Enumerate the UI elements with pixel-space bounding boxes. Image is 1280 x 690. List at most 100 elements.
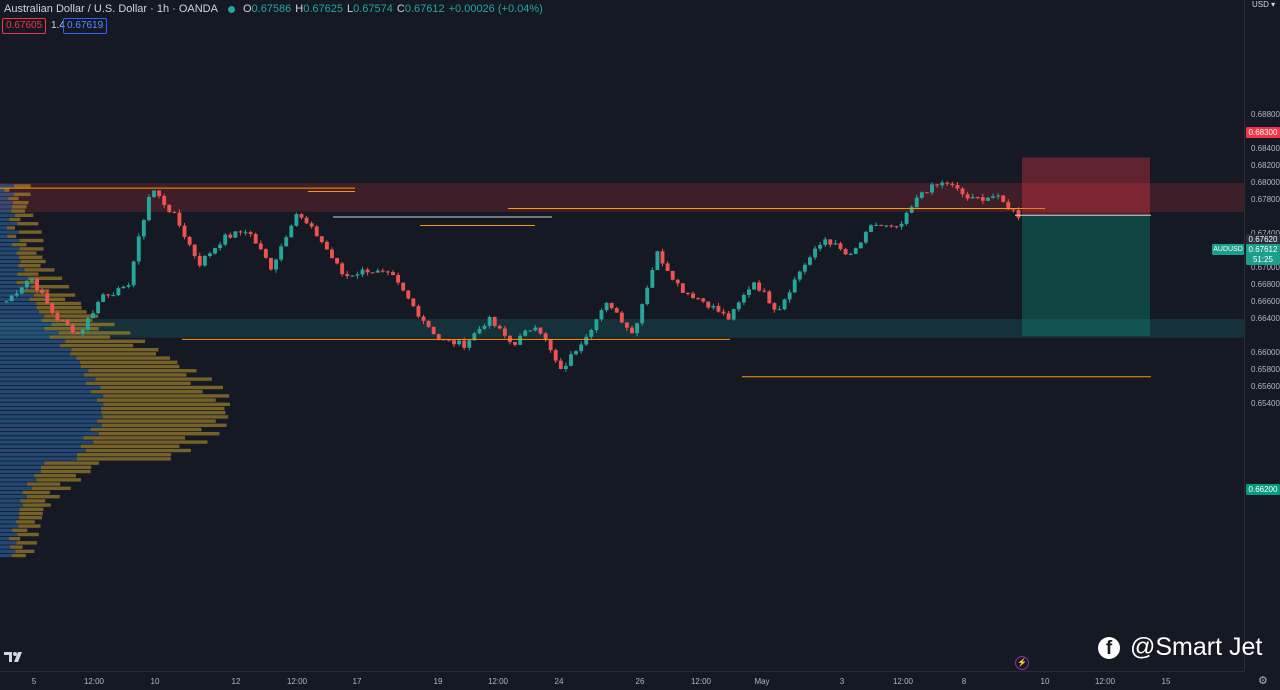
candle-body: [208, 253, 212, 256]
candle-body: [76, 333, 80, 334]
candle-body: [574, 351, 578, 354]
time-tick-label: 17: [353, 677, 362, 686]
candle-body: [528, 330, 532, 331]
volume-profile-row: [0, 382, 86, 385]
candle-body: [991, 196, 995, 198]
candle-body: [203, 256, 207, 266]
volume-profile-row: [7, 235, 16, 238]
volume-profile-row: [8, 197, 18, 200]
candle-body: [686, 293, 690, 294]
volume-profile-row: [0, 424, 102, 427]
candle-body: [488, 317, 492, 326]
time-tick-label: 12:00: [691, 677, 711, 686]
lightning-icon[interactable]: ⚡: [1015, 656, 1029, 670]
candle-body: [798, 272, 802, 280]
time-tick-label: 12: [232, 677, 241, 686]
candle-body: [183, 226, 187, 237]
price-tick-label: 0.66800: [1251, 280, 1280, 289]
candle-body: [147, 197, 151, 220]
volume-profile-row: [88, 369, 196, 372]
volume-profile-row: [0, 512, 19, 515]
volume-profile-row: [102, 424, 227, 427]
candle-body: [305, 218, 309, 224]
volume-profile-row: [0, 327, 44, 330]
volume-profile-row: [0, 344, 60, 347]
candle-body: [381, 271, 385, 272]
volume-profile-row: [103, 394, 229, 397]
candle-body: [279, 246, 283, 259]
volume-profile-row: [0, 298, 29, 301]
volume-profile-row: [20, 247, 44, 250]
price-axis[interactable]: USD ▾ 0.688000.686000.684000.682000.6800…: [1244, 0, 1280, 671]
buy-button[interactable]: 0.67619: [63, 18, 107, 34]
volume-profile-row: [93, 440, 207, 443]
candle-body: [233, 231, 237, 237]
price-tick-label: 0.68000: [1251, 178, 1280, 187]
volume-profile-row: [0, 398, 97, 401]
volume-profile-row: [70, 352, 156, 355]
volume-profile-row: [0, 537, 9, 540]
volume-profile-row: [101, 411, 225, 414]
candle-body: [335, 258, 339, 263]
close-key: C: [397, 3, 405, 15]
candle-body: [411, 298, 415, 306]
volume-profile-row: [0, 373, 84, 376]
sell-button[interactable]: 0.67605: [2, 18, 46, 34]
candle-body: [940, 183, 944, 186]
volume-profile-row: [9, 218, 20, 221]
price-chart[interactable]: [0, 0, 1244, 671]
candle-body: [864, 232, 868, 243]
candle-body: [839, 243, 843, 249]
candle-body: [874, 225, 878, 226]
candle-body: [223, 235, 227, 245]
volume-profile-row: [71, 348, 158, 351]
candle-body: [793, 279, 797, 292]
open-key: O: [243, 3, 252, 15]
candle-body: [467, 340, 471, 348]
watermark: f @Smart Jet: [1098, 633, 1262, 662]
bar-countdown: 51:25: [1246, 254, 1280, 265]
gear-icon[interactable]: ⚙: [1258, 674, 1268, 687]
candle-body: [630, 328, 634, 333]
volume-profile-row: [0, 356, 77, 359]
candle-body: [808, 257, 812, 264]
volume-profile-row: [0, 554, 12, 557]
chart-canvas[interactable]: [0, 0, 1244, 671]
volume-profile-row: [104, 403, 231, 406]
candle-body: [788, 292, 792, 299]
candle-body: [696, 298, 700, 299]
symbol-title[interactable]: Australian Dollar / U.S. Dollar · 1h · O…: [4, 3, 218, 15]
candle-body: [966, 194, 970, 198]
candle-body: [101, 294, 105, 302]
candle-body: [330, 250, 334, 258]
candle-body: [986, 198, 990, 201]
volume-profile-row: [77, 356, 171, 359]
candle-body: [25, 281, 29, 288]
volume-profile-row: [0, 310, 39, 313]
volume-profile-row: [20, 239, 44, 242]
tradingview-logo-icon[interactable]: [4, 651, 26, 663]
candle-body: [325, 242, 329, 250]
candle-body: [289, 226, 293, 237]
volume-profile-row: [0, 193, 14, 196]
candle-body: [167, 205, 171, 212]
volume-profile-row: [32, 487, 71, 490]
candle-body: [1017, 210, 1021, 218]
candle-body: [1001, 195, 1005, 201]
volume-profile-row: [0, 403, 104, 406]
currency-selector[interactable]: USD ▾: [1252, 0, 1275, 9]
volume-profile-row: [0, 533, 17, 536]
candle-body: [320, 236, 324, 242]
candle-body: [198, 256, 202, 266]
candle-body: [742, 295, 746, 303]
volume-profile-row: [36, 478, 81, 481]
volume-profile-row: [0, 440, 93, 443]
volume-profile-row: [0, 428, 91, 431]
price-tick-label: 0.68200: [1251, 161, 1280, 170]
candle-body: [767, 291, 771, 303]
candle-body: [269, 258, 273, 270]
price-tick-label: 0.65400: [1251, 399, 1280, 408]
candle-body: [152, 190, 156, 197]
candle-body: [20, 287, 24, 293]
